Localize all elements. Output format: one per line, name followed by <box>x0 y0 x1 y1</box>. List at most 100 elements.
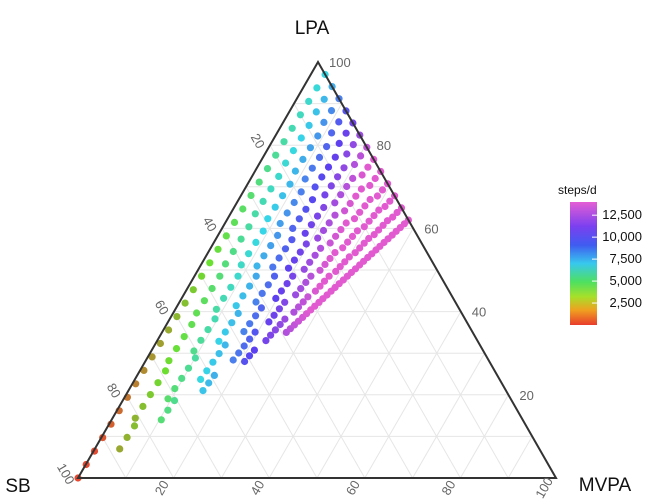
data-point <box>131 414 139 422</box>
data-point <box>352 192 360 200</box>
data-point <box>348 232 357 240</box>
data-point <box>301 175 309 183</box>
data-point <box>312 108 320 116</box>
data-point <box>383 217 392 225</box>
data-point <box>164 406 172 414</box>
legend-tick-label: 12,500 <box>602 207 642 222</box>
data-point <box>206 259 214 267</box>
data-point <box>146 391 154 399</box>
data-point <box>234 309 242 317</box>
data-point <box>148 353 156 361</box>
data-point <box>203 367 211 375</box>
data-point <box>327 182 335 190</box>
data-point <box>299 155 307 163</box>
data-point <box>331 211 339 219</box>
data-point <box>300 265 308 273</box>
data-point <box>198 272 206 280</box>
data-point <box>289 147 297 155</box>
data-point <box>267 242 275 250</box>
data-point <box>299 298 307 306</box>
data-point <box>271 326 279 334</box>
data-point <box>284 264 293 272</box>
data-point <box>319 226 328 235</box>
data-point <box>197 375 205 383</box>
data-point <box>229 356 237 364</box>
data-point <box>289 272 297 280</box>
data-point <box>305 97 313 105</box>
data-point <box>302 278 310 286</box>
data-point <box>250 346 258 354</box>
data-point <box>365 217 373 225</box>
tick-label-left: 40 <box>200 214 220 234</box>
legend-tick-label: 7,500 <box>609 251 642 266</box>
data-point <box>253 262 261 270</box>
data-point <box>204 326 212 334</box>
data-point <box>123 433 131 441</box>
data-point <box>276 219 284 228</box>
data-point <box>214 245 222 253</box>
data-point <box>271 203 279 211</box>
data-point <box>296 111 304 119</box>
data-point <box>325 272 333 280</box>
data-point <box>297 285 305 293</box>
data-point <box>286 180 294 188</box>
tick-label-bottom: 60 <box>343 478 363 498</box>
data-point <box>373 192 381 200</box>
legend-colorbar <box>570 202 597 325</box>
data-point <box>221 328 229 336</box>
data-point <box>191 354 199 362</box>
data-point <box>240 328 248 336</box>
data-point <box>269 263 277 271</box>
data-point <box>272 294 280 302</box>
data-point <box>311 183 319 191</box>
data-point <box>237 261 245 269</box>
data-point <box>189 286 197 294</box>
data-point <box>130 422 139 430</box>
grid-line <box>125 394 175 479</box>
data-point <box>180 333 188 341</box>
data-point <box>245 223 253 231</box>
data-point <box>172 345 181 353</box>
data-point <box>156 339 164 348</box>
data-point <box>290 308 298 316</box>
data-point <box>375 206 383 214</box>
data-point <box>313 212 322 220</box>
data-point <box>342 129 350 137</box>
tick-label-bottom: 80 <box>438 478 458 498</box>
data-point <box>318 173 326 181</box>
data-point <box>263 165 272 173</box>
grid-line <box>412 352 486 479</box>
data-point <box>220 294 228 302</box>
data-point <box>193 309 201 317</box>
data-point <box>337 226 345 234</box>
data-point <box>240 342 248 350</box>
data-point <box>227 283 235 291</box>
data-point <box>276 320 284 329</box>
data-point <box>259 197 267 205</box>
grid-line <box>149 352 222 479</box>
tick-label-left: 80 <box>104 381 124 401</box>
data-point <box>366 195 374 204</box>
data-point <box>308 164 316 172</box>
data-point <box>255 178 263 186</box>
data-point <box>209 358 217 366</box>
data-point <box>331 283 339 292</box>
tick-label-left: 100 <box>54 461 78 487</box>
data-point <box>311 251 319 259</box>
tick-label-left: 20 <box>248 131 268 151</box>
data-point <box>371 174 379 183</box>
data-point <box>281 245 290 253</box>
data-point <box>325 219 333 227</box>
data-point <box>350 160 359 169</box>
data-point <box>246 335 254 343</box>
data-point <box>378 186 387 194</box>
data-point <box>281 315 289 323</box>
legend: steps/d 12,500 10,000 7,500 5,000 2,500 <box>558 183 642 325</box>
data-point <box>393 208 401 217</box>
legend-tick-label: 5,000 <box>609 273 642 288</box>
data-point <box>154 379 162 387</box>
data-point <box>232 302 240 310</box>
data-point <box>360 223 368 231</box>
data-point <box>389 213 397 221</box>
